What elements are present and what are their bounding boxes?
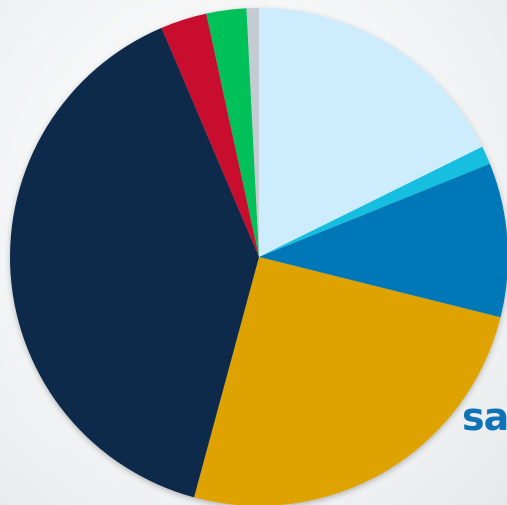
pie-slice-7 <box>206 8 259 258</box>
pie-slice-4 <box>194 257 501 505</box>
pie-slice-6 <box>161 13 259 257</box>
pie-slice-1 <box>259 8 483 257</box>
pie-slice-5 <box>9 27 260 498</box>
partial-label-text: sa <box>462 395 507 439</box>
pie-slice-3 <box>259 163 507 318</box>
pie-slice-2 <box>259 146 490 257</box>
pie-slice-8 <box>246 7 259 257</box>
